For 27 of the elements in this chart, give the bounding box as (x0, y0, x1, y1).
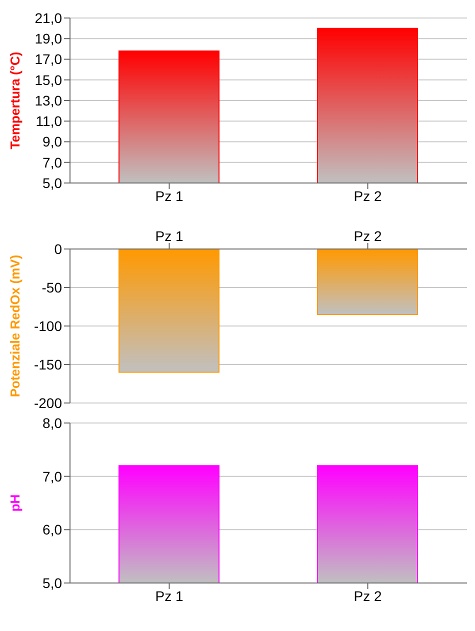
y-tick-label: 15,0 (34, 72, 62, 88)
y-tick-label: 21,0 (34, 10, 62, 26)
y-axis-title: Tempertura (°C) (8, 52, 23, 150)
y-tick-label: -150 (34, 356, 62, 372)
y-tick-label: 11,0 (36, 113, 62, 130)
y-tick-label: 0 (54, 240, 62, 257)
y-tick-label: 9,0 (42, 134, 62, 150)
y-tick-label: 7,0 (42, 468, 62, 484)
x-tick-label: Pz 1 (155, 188, 184, 204)
x-tick-label: Pz 1 (155, 588, 184, 604)
x-tick-label: Pz 1 (155, 228, 184, 244)
y-tick-label: 6,0 (42, 522, 62, 538)
x-tick-label: Pz 2 (354, 188, 382, 204)
x-tick-label: Pz 2 (354, 588, 382, 604)
y-tick-label: -200 (34, 394, 62, 411)
y-tick-label: 8,0 (42, 414, 62, 431)
y-axis-title: Potenziale RedOx (mV) (8, 254, 23, 398)
y-tick-label: -50 (42, 279, 62, 296)
y-tick-label: 5,0 (42, 174, 62, 191)
y-tick-label: 19,0 (34, 30, 62, 47)
y-tick-label: 7,0 (42, 154, 62, 170)
x-tick-label: Pz 2 (354, 228, 382, 244)
y-tick-label: -100 (34, 318, 62, 334)
y-tick-label: 13,0 (34, 92, 62, 108)
y-tick-label: 5,0 (42, 574, 62, 591)
y-axis-title: pH (8, 494, 23, 512)
y-tick-label: 17,0 (34, 51, 62, 68)
